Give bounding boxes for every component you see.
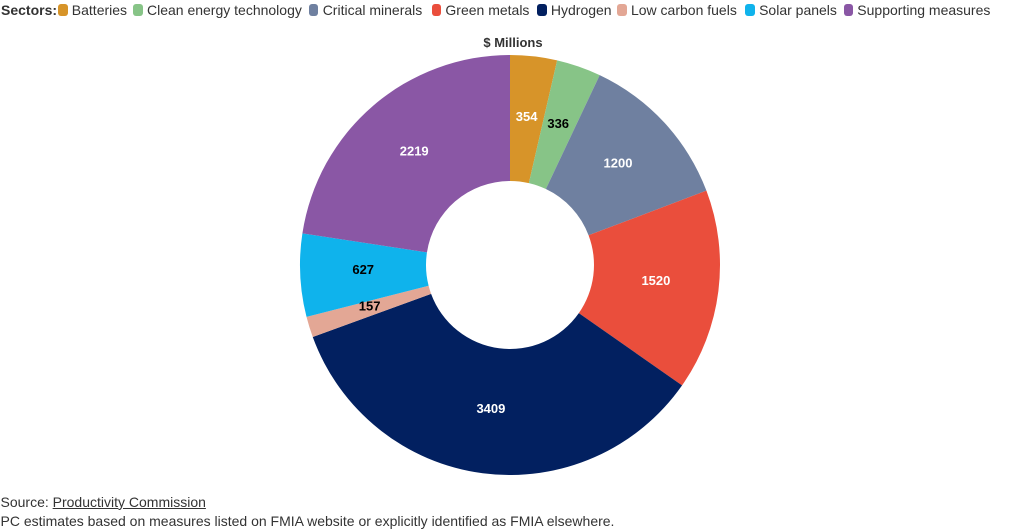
svg-text:336: 336 xyxy=(547,116,569,131)
svg-text:2219: 2219 xyxy=(400,144,429,159)
svg-text:1200: 1200 xyxy=(604,155,633,170)
svg-text:354: 354 xyxy=(516,109,538,124)
svg-text:627: 627 xyxy=(352,262,374,277)
svg-text:1520: 1520 xyxy=(641,273,670,288)
svg-text:3409: 3409 xyxy=(476,401,505,416)
svg-text:157: 157 xyxy=(359,298,381,313)
